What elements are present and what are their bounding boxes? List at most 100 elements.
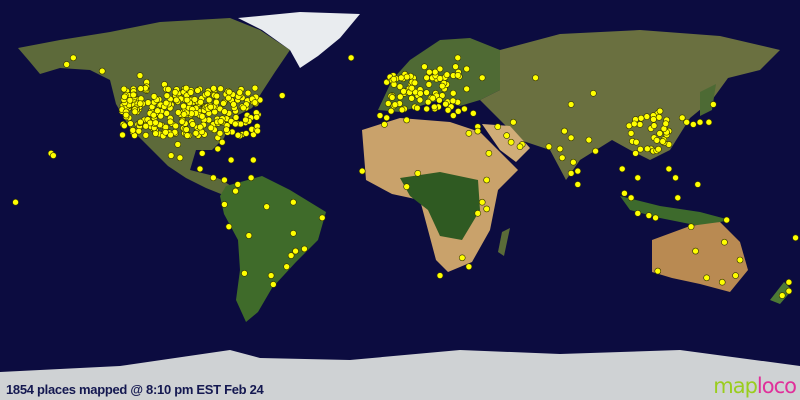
place-marker[interactable] <box>443 71 451 79</box>
place-marker[interactable] <box>561 127 568 135</box>
place-marker[interactable] <box>191 96 199 103</box>
place-marker[interactable] <box>50 152 57 159</box>
place-marker[interactable] <box>232 187 239 195</box>
place-marker[interactable] <box>221 201 228 208</box>
place-marker[interactable] <box>470 110 477 117</box>
place-marker[interactable] <box>421 63 428 70</box>
place-marker[interactable] <box>417 90 424 97</box>
place-marker[interactable] <box>454 54 462 62</box>
place-marker[interactable] <box>180 102 187 110</box>
place-marker[interactable] <box>723 216 730 224</box>
place-marker[interactable] <box>627 130 635 137</box>
place-marker[interactable] <box>144 99 152 106</box>
place-marker[interactable] <box>245 232 253 239</box>
place-marker[interactable] <box>198 150 206 157</box>
place-marker[interactable] <box>358 167 366 175</box>
place-marker[interactable] <box>240 104 247 112</box>
place-marker[interactable] <box>621 190 628 197</box>
place-marker[interactable] <box>503 132 510 139</box>
place-marker[interactable] <box>183 126 190 133</box>
place-marker[interactable] <box>136 100 144 107</box>
place-marker[interactable] <box>454 72 462 79</box>
place-marker[interactable] <box>225 88 233 96</box>
place-marker[interactable] <box>119 131 126 139</box>
maploco-logo[interactable]: maploco <box>713 374 797 398</box>
place-marker[interactable] <box>247 174 255 182</box>
place-marker[interactable] <box>732 272 739 279</box>
place-marker[interactable] <box>98 67 106 75</box>
place-marker[interactable] <box>627 194 635 202</box>
place-marker[interactable] <box>408 95 415 102</box>
place-marker[interactable] <box>454 108 462 115</box>
place-marker[interactable] <box>390 75 398 83</box>
place-marker[interactable] <box>463 65 470 73</box>
place-marker[interactable] <box>278 92 286 99</box>
place-marker[interactable] <box>150 111 158 119</box>
place-marker[interactable] <box>785 287 793 295</box>
place-marker[interactable] <box>510 118 517 126</box>
place-marker[interactable] <box>214 145 222 153</box>
place-marker[interactable] <box>718 278 726 286</box>
place-marker[interactable] <box>301 245 308 253</box>
place-marker[interactable] <box>431 68 439 76</box>
place-marker[interactable] <box>176 154 184 162</box>
place-marker[interactable] <box>452 63 459 70</box>
place-marker[interactable] <box>483 176 490 184</box>
place-marker[interactable] <box>164 86 172 93</box>
place-marker[interactable] <box>184 132 191 139</box>
place-marker[interactable] <box>217 85 224 93</box>
place-marker[interactable] <box>450 112 457 119</box>
place-marker[interactable] <box>674 194 682 202</box>
place-marker[interactable] <box>210 85 217 92</box>
place-marker[interactable] <box>283 263 290 270</box>
place-marker[interactable] <box>207 103 215 111</box>
place-marker[interactable] <box>785 278 793 286</box>
place-marker[interactable] <box>121 93 128 101</box>
place-marker[interactable] <box>650 122 658 129</box>
place-marker[interactable] <box>403 116 410 124</box>
place-marker[interactable] <box>436 96 443 104</box>
place-marker[interactable] <box>381 121 388 128</box>
place-marker[interactable] <box>778 292 786 299</box>
place-marker[interactable] <box>567 101 575 108</box>
place-marker[interactable] <box>131 108 139 116</box>
place-marker[interactable] <box>429 94 437 102</box>
place-marker[interactable] <box>650 116 657 123</box>
place-marker[interactable] <box>449 89 457 97</box>
place-marker[interactable] <box>221 108 228 115</box>
place-marker[interactable] <box>692 247 699 255</box>
place-marker[interactable] <box>590 90 597 97</box>
place-marker[interactable] <box>253 113 260 121</box>
place-marker[interactable] <box>703 274 710 282</box>
place-marker[interactable] <box>287 252 295 259</box>
place-marker[interactable] <box>570 158 577 166</box>
place-marker[interactable] <box>574 181 582 188</box>
place-marker[interactable] <box>163 92 171 99</box>
place-marker[interactable] <box>213 92 221 100</box>
place-marker[interactable] <box>665 165 673 173</box>
place-marker[interactable] <box>636 121 644 128</box>
place-marker[interactable] <box>431 103 438 111</box>
place-marker[interactable] <box>196 123 204 131</box>
place-marker[interactable] <box>225 223 233 230</box>
place-marker[interactable] <box>655 145 662 153</box>
place-marker[interactable] <box>180 111 188 118</box>
place-marker[interactable] <box>425 81 433 88</box>
place-marker[interactable] <box>424 98 432 106</box>
place-marker[interactable] <box>197 98 204 106</box>
place-marker[interactable] <box>465 130 473 137</box>
place-marker[interactable] <box>558 154 566 162</box>
place-marker[interactable] <box>216 130 224 137</box>
place-marker[interactable] <box>210 174 217 182</box>
place-marker[interactable] <box>633 138 640 146</box>
place-marker[interactable] <box>254 127 261 135</box>
place-marker[interactable] <box>444 106 452 114</box>
place-marker[interactable] <box>205 96 213 104</box>
place-marker[interactable] <box>653 137 661 144</box>
place-marker[interactable] <box>696 118 704 126</box>
place-marker[interactable] <box>478 74 486 82</box>
place-marker[interactable] <box>474 127 482 135</box>
place-marker[interactable] <box>574 167 582 175</box>
place-marker[interactable] <box>127 120 134 127</box>
